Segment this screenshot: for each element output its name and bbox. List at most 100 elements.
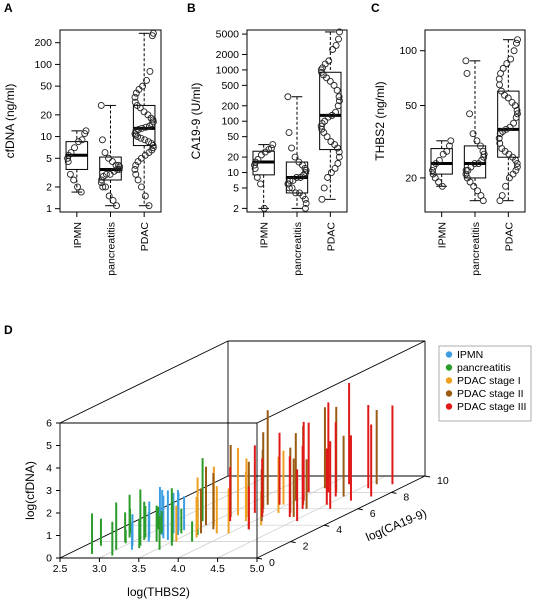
panel-letter-d: D	[4, 323, 13, 337]
legend-marker	[445, 403, 453, 410]
data-point	[479, 197, 487, 205]
data-point	[336, 28, 343, 36]
z-tick-label: 0	[46, 553, 52, 565]
data-point	[446, 142, 453, 150]
data-point	[74, 183, 81, 191]
data-point	[71, 144, 78, 152]
y-tick-label: 5	[46, 153, 52, 165]
data-point	[323, 74, 330, 82]
data-point	[334, 102, 342, 110]
data-point	[323, 133, 331, 141]
data-point	[429, 170, 437, 178]
x-tick-label: 3.5	[131, 563, 146, 575]
z-tick-label: 1	[46, 530, 52, 542]
data-point	[503, 60, 511, 68]
z-tick-label: 6	[46, 418, 52, 430]
x-tick-label: 3.0	[92, 563, 107, 575]
data-point	[499, 128, 507, 135]
data-point	[145, 202, 153, 210]
data-point	[302, 199, 310, 207]
data-point	[297, 174, 304, 181]
y-tick-label: 20	[227, 152, 239, 164]
data-point	[77, 188, 85, 196]
data-point	[324, 174, 332, 181]
data-point	[253, 174, 261, 181]
x-tick-label: 4.0	[171, 563, 186, 575]
y-axis-label: THBS2 (ng/ml)	[373, 81, 387, 160]
data-point	[131, 166, 139, 173]
data-point	[132, 170, 140, 178]
data-point	[288, 184, 296, 192]
data-point	[496, 197, 504, 205]
data-point	[64, 158, 72, 166]
x-tick-label: pancreatitis	[106, 222, 118, 276]
data-point	[113, 202, 120, 210]
data-point	[464, 166, 472, 174]
data-point	[149, 118, 157, 126]
data-point	[78, 136, 86, 144]
data-point	[462, 166, 470, 174]
data-point	[327, 169, 335, 176]
data-point	[98, 176, 106, 184]
legend-label: PDAC stage I	[457, 375, 521, 387]
data-point	[335, 97, 343, 105]
data-point	[301, 165, 309, 172]
y-tick-label: 1	[46, 203, 52, 215]
data-point	[288, 144, 296, 152]
data-point	[335, 148, 343, 156]
legend-label: PDAC stage II	[457, 388, 524, 400]
data-point	[269, 141, 277, 149]
y-tick-label: 5	[233, 182, 239, 194]
floor-grid-line	[217, 475, 386, 559]
data-point	[335, 93, 343, 101]
data-point	[134, 176, 142, 184]
y-tick-label: 50	[405, 100, 417, 112]
z-tick-label: 4	[46, 463, 52, 475]
data-point	[495, 75, 503, 83]
data-point	[257, 151, 265, 159]
legend-marker	[445, 377, 453, 384]
x-tick-label: PDAC	[325, 222, 337, 252]
data-point	[292, 189, 300, 197]
y-tick-label: 50	[40, 81, 52, 93]
data-point	[480, 150, 488, 158]
data-point	[511, 102, 519, 109]
y-tick	[424, 475, 431, 478]
y-tick-label: 200	[221, 100, 239, 112]
data-point	[146, 122, 153, 130]
y-tick-label: 20	[40, 109, 52, 121]
data-point	[438, 182, 446, 190]
data-point	[74, 138, 82, 146]
box-edge	[256, 340, 426, 424]
data-point	[136, 104, 144, 112]
data-point	[326, 77, 334, 85]
box-edge	[59, 340, 229, 424]
y-tick-label: 0	[269, 557, 275, 569]
data-point	[291, 153, 299, 161]
panel-b-boxplot: 2 5 10 20 50 100 200 500 1000 2000 5000 CA19-9 (U/m…	[189, 28, 348, 276]
data-point	[469, 130, 477, 138]
data-point	[299, 192, 307, 200]
data-point	[321, 117, 329, 125]
data-point	[513, 106, 521, 114]
data-point	[512, 156, 520, 164]
y-tick-label: 10	[227, 167, 239, 179]
data-point	[97, 179, 105, 187]
data-point	[106, 170, 114, 178]
y-tick-label: 500	[221, 80, 239, 92]
data-point	[513, 163, 521, 171]
data-point	[98, 136, 106, 144]
y-tick-label: 2000	[216, 49, 240, 61]
data-point	[112, 161, 120, 169]
legend-marker	[445, 364, 453, 371]
data-point	[97, 101, 105, 109]
panel-letter-c: C	[371, 1, 380, 15]
data-point	[132, 161, 140, 169]
data-point	[132, 89, 140, 97]
data-point	[328, 111, 336, 119]
data-point	[513, 160, 521, 167]
x-tick-label: 2.5	[53, 563, 68, 575]
data-point	[324, 113, 332, 121]
data-point	[148, 32, 156, 40]
